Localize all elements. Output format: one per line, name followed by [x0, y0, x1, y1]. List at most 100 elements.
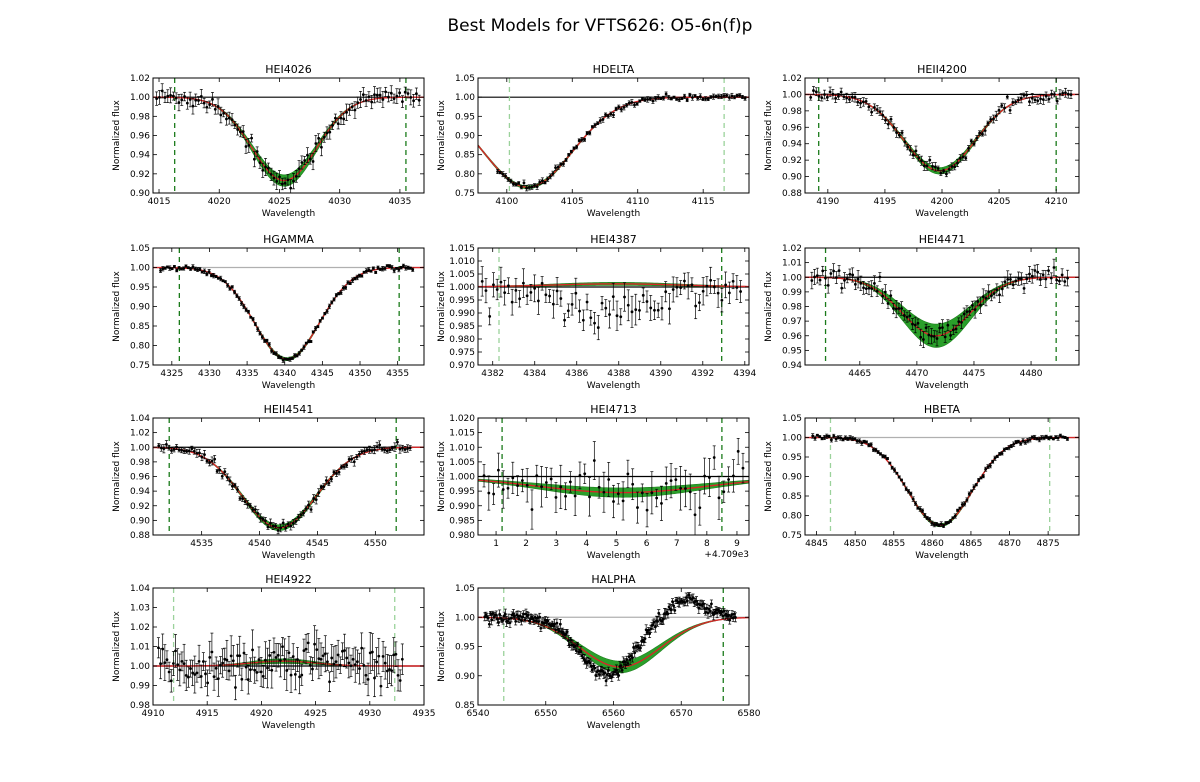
obs-point — [869, 443, 873, 446]
y-tick-label: 1.020 — [449, 414, 475, 424]
obs-point — [390, 265, 394, 269]
obs-point — [294, 174, 298, 178]
obs-point — [304, 341, 308, 345]
obs-point — [316, 325, 320, 329]
obs-point — [921, 338, 925, 341]
obs-point — [1000, 451, 1004, 455]
obs-point — [604, 306, 608, 310]
obs-point — [649, 306, 653, 310]
obs-point — [516, 484, 519, 488]
obs-point — [526, 613, 530, 617]
obs-point — [1030, 96, 1034, 100]
x-tick-label: 4915 — [196, 709, 219, 719]
obs-point — [233, 123, 237, 127]
obs-point — [566, 639, 570, 642]
obs-point — [679, 286, 683, 289]
obs-point — [288, 357, 292, 361]
y-tick-label: 1.05 — [782, 414, 802, 424]
obs-point — [333, 116, 337, 120]
obs-point — [314, 142, 318, 145]
model-envelope — [805, 94, 1079, 175]
obs-point — [182, 449, 186, 453]
x-tick-label: 8 — [704, 539, 710, 549]
x-tick-label: 4875 — [1037, 539, 1060, 549]
obs-point — [406, 447, 409, 450]
obs-point — [622, 105, 626, 109]
obs-point — [163, 661, 167, 665]
obs-point — [281, 645, 284, 649]
obs-point — [248, 504, 252, 507]
obs-point — [1016, 98, 1020, 102]
obs-point — [963, 502, 967, 506]
obs-point — [175, 268, 179, 272]
obs-point — [174, 649, 177, 653]
obs-point — [347, 661, 351, 665]
x-axis-label: Wavelength — [587, 209, 640, 219]
obs-point — [199, 675, 203, 678]
obs-point — [739, 290, 742, 293]
panel-title: HEII4541 — [264, 403, 314, 416]
obs-point — [284, 526, 288, 530]
obs-point — [267, 342, 271, 346]
obs-point — [911, 153, 915, 157]
obs-point — [930, 334, 933, 338]
obs-point — [304, 647, 308, 651]
obs-point — [628, 658, 632, 662]
obs-point — [398, 91, 402, 95]
obs-point — [253, 322, 257, 326]
obs-point — [708, 476, 711, 479]
obs-point — [906, 145, 910, 149]
obs-point — [525, 294, 529, 298]
obs-point — [492, 283, 495, 287]
obs-point — [309, 508, 313, 511]
obs-point — [1002, 448, 1006, 452]
obs-point — [1052, 437, 1055, 441]
obs-point — [489, 612, 492, 615]
obs-point — [353, 277, 357, 280]
obs-point — [995, 454, 999, 458]
obs-point — [881, 113, 885, 117]
obs-point — [540, 281, 544, 285]
model-envelope — [805, 276, 1079, 348]
obs-point — [216, 276, 220, 280]
x-tick-label: 1 — [493, 539, 499, 549]
obs-point — [617, 674, 621, 677]
obs-point — [619, 664, 623, 668]
obs-point — [171, 94, 175, 98]
x-tick-label: 4850 — [844, 539, 867, 549]
obs-point — [536, 616, 539, 620]
obs-point — [352, 460, 356, 464]
obs-point — [588, 495, 591, 499]
obs-point — [968, 309, 972, 313]
obs-point — [675, 599, 679, 602]
obs-point — [1036, 270, 1040, 274]
obs-point — [675, 97, 679, 101]
obs-point — [350, 105, 354, 109]
obs-point — [995, 288, 999, 292]
obs-point — [198, 267, 202, 271]
y-axis-label: Normalized flux — [112, 441, 122, 512]
obs-point — [307, 503, 310, 507]
x-tick-label: 4340 — [273, 369, 296, 379]
obs-point — [1063, 436, 1067, 439]
obs-point — [551, 302, 555, 306]
obs-point — [563, 318, 566, 322]
obs-point — [219, 113, 223, 117]
obs-point — [845, 277, 849, 281]
panel-title: HEI4471 — [919, 233, 965, 246]
obs-point — [991, 460, 995, 464]
obs-point — [625, 658, 629, 661]
obs-point — [173, 265, 176, 268]
obs-point — [340, 465, 343, 469]
obs-point — [274, 352, 278, 355]
y-tick-label: 0.95 — [455, 112, 475, 122]
x-tick-label: 4100 — [495, 197, 518, 207]
obs-point — [331, 123, 334, 127]
obs-point — [525, 483, 529, 487]
y-tick-label: 1.00 — [455, 93, 475, 103]
obs-point — [401, 100, 404, 104]
obs-point — [264, 165, 267, 169]
obs-point — [300, 161, 304, 164]
obs-point — [630, 310, 634, 314]
obs-point — [617, 105, 621, 109]
